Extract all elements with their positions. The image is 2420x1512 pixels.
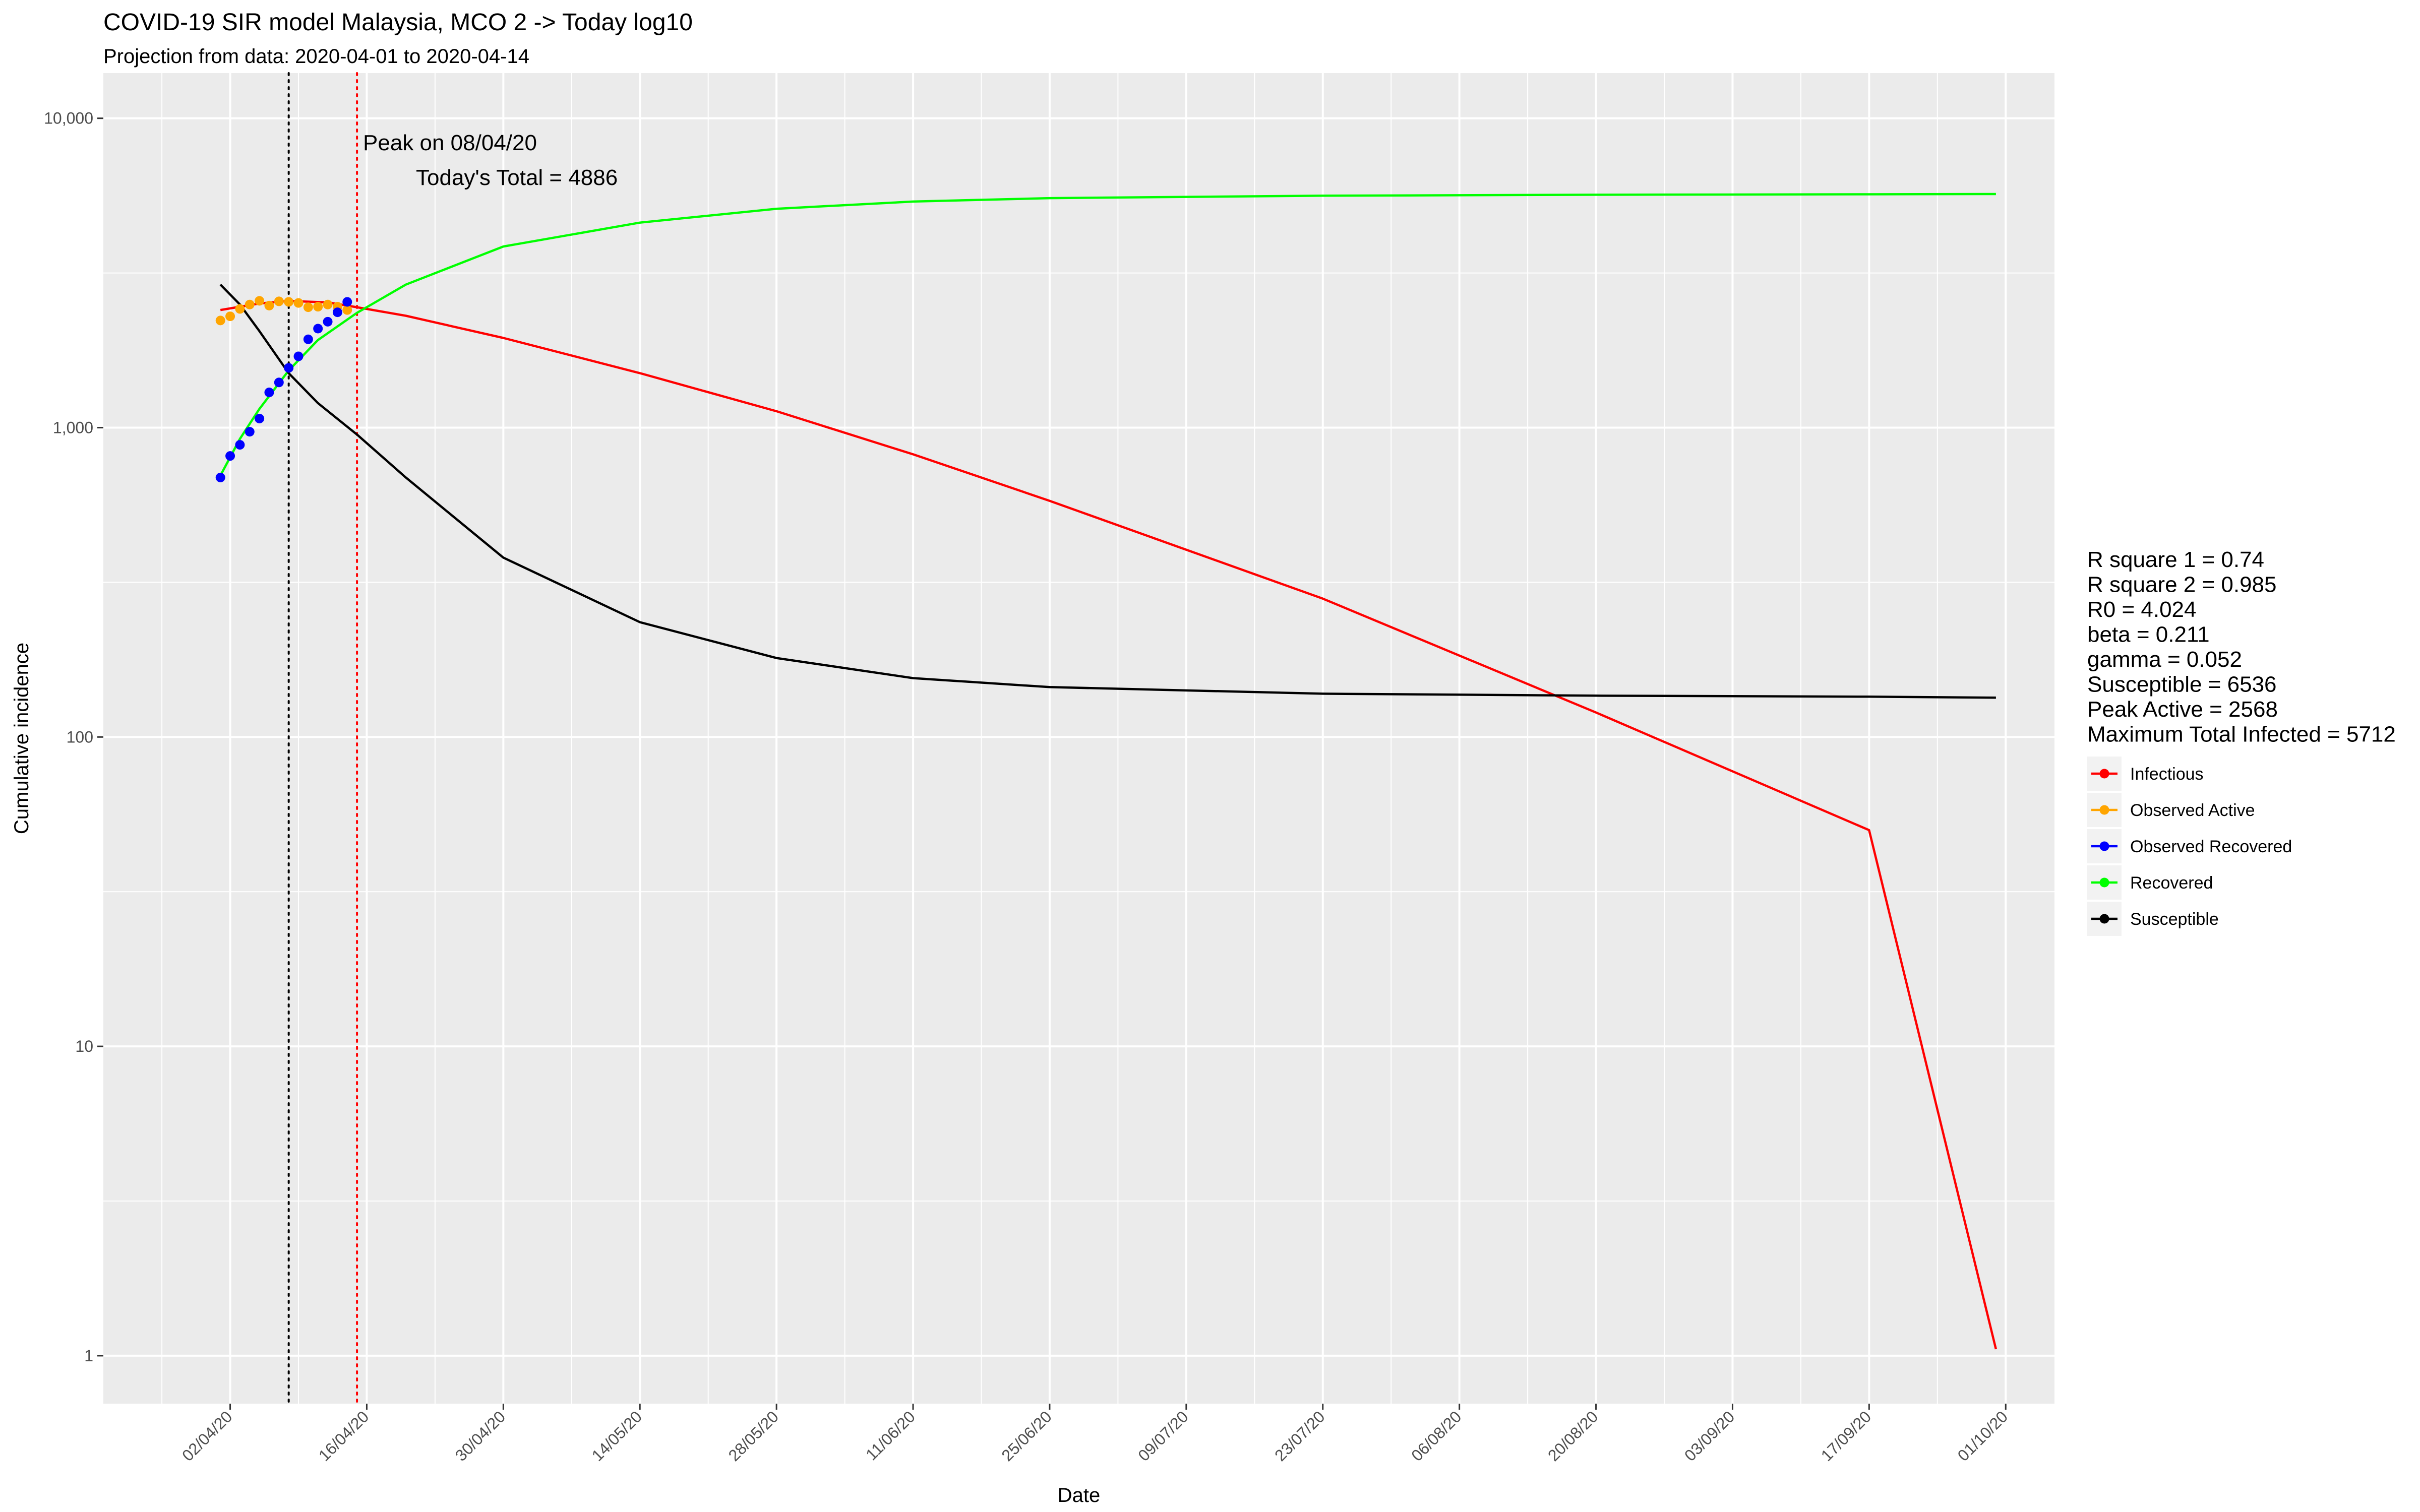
- point-observed-recovered: [255, 413, 265, 423]
- legend-label: Observed Active: [2130, 801, 2255, 820]
- chart-title: COVID-19 SIR model Malaysia, MCO 2 -> To…: [103, 9, 693, 36]
- x-tick-label: 28/05/20: [725, 1407, 782, 1465]
- reference-lines: [287, 72, 358, 1405]
- x-tick-label: 09/07/20: [1134, 1407, 1192, 1465]
- legend-key-point: [2099, 805, 2109, 815]
- peak-annotation: Peak on 08/04/20: [363, 131, 537, 155]
- x-tick-label: 20/08/20: [1544, 1407, 1602, 1465]
- point-observed-recovered: [245, 427, 255, 437]
- point-observed-recovered: [293, 351, 304, 361]
- series-recovered: [219, 193, 1996, 476]
- point-observed-active: [274, 296, 284, 306]
- x-tick-label: 16/04/20: [315, 1407, 373, 1465]
- point-observed-recovered: [313, 324, 323, 334]
- legend-label: Observed Recovered: [2130, 837, 2292, 856]
- legend-key-point: [2099, 841, 2109, 851]
- point-observed-active: [293, 298, 304, 308]
- plot-panel: [103, 73, 2054, 1404]
- stat-line: Susceptible = 6536: [2087, 672, 2277, 697]
- legend-key-point: [2099, 877, 2109, 888]
- point-observed-active: [264, 300, 274, 310]
- chart-subtitle: Projection from data: 2020-04-01 to 2020…: [103, 45, 529, 68]
- point-observed-recovered: [342, 297, 352, 307]
- x-tick-label: 03/09/20: [1681, 1407, 1738, 1465]
- point-observed-active: [342, 305, 352, 315]
- x-tick-label: 01/10/20: [1954, 1407, 2012, 1465]
- x-tick-label: 14/05/20: [588, 1407, 646, 1465]
- stat-line: Maximum Total Infected = 5712: [2087, 722, 2396, 747]
- x-tick-label: 23/07/20: [1271, 1407, 1328, 1465]
- grid-minor: [103, 73, 2054, 1404]
- y-tick-label: 1,000: [53, 419, 93, 437]
- y-tick-label: 1: [84, 1347, 93, 1365]
- y-tick-label: 10,000: [44, 109, 93, 128]
- y-axis: 1 10 100 1,000 10,000: [44, 109, 103, 1365]
- legend-key-point: [2099, 914, 2109, 924]
- point-observed-active: [303, 302, 313, 312]
- x-tick-label: 02/04/20: [178, 1407, 236, 1465]
- point-observed-active: [255, 296, 265, 306]
- x-tick-label: 11/06/20: [862, 1407, 919, 1464]
- point-observed-recovered: [274, 377, 284, 388]
- point-observed-recovered: [332, 307, 342, 318]
- point-observed-active: [323, 299, 333, 309]
- point-observed-active: [245, 299, 255, 309]
- point-observed-active: [215, 316, 225, 326]
- x-axis: 02/04/20 16/04/20 30/04/20 14/05/20 28/05/20…: [178, 1404, 2011, 1465]
- point-observed-recovered: [264, 388, 274, 398]
- today-total-annotation: Today's Total = 4886: [416, 165, 618, 190]
- y-tick-label: 100: [67, 728, 93, 746]
- point-observed-recovered: [235, 440, 245, 450]
- point-observed-recovered: [284, 363, 294, 373]
- stat-line: R square 2 = 0.985: [2087, 573, 2276, 597]
- x-tick-label: 30/04/20: [452, 1407, 509, 1465]
- stat-line: R square 1 = 0.74: [2087, 547, 2264, 572]
- point-observed-recovered: [323, 317, 333, 327]
- legend-label: Recovered: [2130, 873, 2213, 893]
- stat-line: gamma = 0.052: [2087, 647, 2242, 672]
- point-observed-active: [235, 304, 245, 314]
- point-observed-recovered: [225, 451, 235, 461]
- point-observed-recovered: [215, 472, 225, 482]
- stat-line: R0 = 4.024: [2087, 597, 2197, 622]
- y-axis-title: Cumulative incidence: [11, 643, 33, 834]
- stat-line: beta = 0.211: [2087, 622, 2210, 647]
- point-observed-active: [284, 297, 294, 307]
- legend-key-point: [2099, 769, 2109, 779]
- point-observed-recovered: [303, 334, 313, 344]
- x-tick-label: 06/08/20: [1408, 1407, 1465, 1465]
- grid-major: [103, 73, 2054, 1404]
- point-observed-active: [313, 302, 323, 312]
- x-tick-label: 25/06/20: [998, 1407, 1055, 1465]
- y-tick-label: 10: [75, 1037, 93, 1055]
- legend-label: Susceptible: [2130, 910, 2219, 929]
- legend-label: Infectious: [2130, 765, 2204, 784]
- x-axis-title: Date: [1058, 1484, 1101, 1506]
- x-tick-label: 17/09/20: [1818, 1407, 1875, 1465]
- stat-line: Peak Active = 2568: [2087, 697, 2278, 722]
- point-observed-active: [225, 311, 235, 322]
- legend: Infectious Observed Active Observed Recove…: [2087, 757, 2292, 936]
- series-susceptible: [219, 284, 1996, 699]
- series-points: [215, 296, 352, 482]
